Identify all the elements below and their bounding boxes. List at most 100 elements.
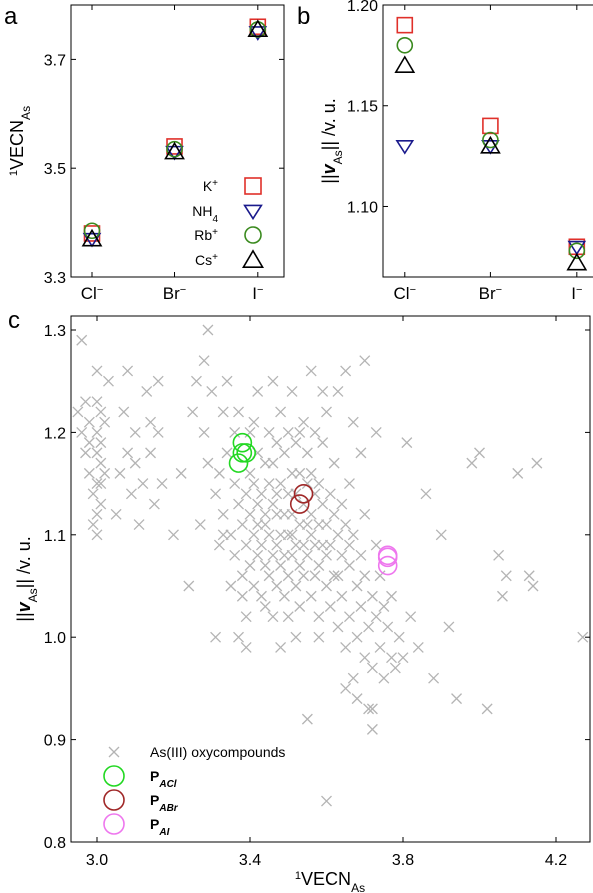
grey-point-marker [366, 590, 378, 602]
grey-point-marker [351, 580, 363, 592]
y-tick-label: 0.8 [44, 835, 66, 852]
marker-k [482, 117, 499, 135]
grey-point-marker [76, 334, 88, 346]
legend-label: PACl [150, 768, 177, 790]
grey-point-marker [321, 549, 332, 561]
grey-point-marker [217, 529, 229, 541]
panel-b-letter: b [297, 3, 310, 30]
y-tick-label: 3.3 [44, 270, 66, 287]
grey-point-marker [278, 508, 290, 520]
marker-rb [482, 131, 499, 149]
grey-point-marker [328, 508, 340, 520]
grey-point-marker [76, 426, 88, 438]
grey-point-marker [493, 549, 505, 561]
grey-point-marker [91, 478, 103, 490]
grey-point-marker [347, 672, 359, 684]
marker-cs [394, 55, 416, 73]
marker-k [396, 16, 414, 34]
marker-cs [566, 252, 588, 271]
grey-point-marker [210, 488, 222, 500]
legend-marker-nh4 [243, 204, 263, 221]
grey-point-marker [451, 693, 463, 705]
grey-point-marker [286, 508, 298, 520]
x-category-label: Br− [163, 284, 186, 303]
marker-nh4 [395, 139, 415, 155]
grey-point-marker [340, 682, 352, 694]
y-tick-label: 1.3 [44, 323, 66, 340]
grey-point-marker [317, 437, 329, 449]
grey-point-marker [275, 406, 287, 418]
grey-point-marker [202, 324, 214, 336]
grey-point-marker [91, 529, 103, 541]
x-category-label: I− [252, 284, 263, 303]
grey-point-marker [370, 426, 382, 438]
grey-point-marker [386, 590, 397, 602]
x-tick-label: 3.8 [392, 852, 414, 869]
grey-point-marker [313, 611, 325, 623]
grey-point-marker [336, 498, 348, 510]
point-pacl [228, 453, 249, 473]
grey-point-marker [256, 590, 267, 602]
grey-point-marker [332, 621, 344, 633]
grey-point-marker [355, 601, 367, 612]
grey-point-marker [183, 580, 195, 592]
grey-point-marker [474, 447, 485, 459]
grey-point-marker [217, 406, 229, 418]
grey-point-marker [386, 652, 397, 664]
grey-point-marker [240, 488, 252, 500]
grey-point-marker [95, 437, 107, 449]
grey-point-marker [359, 355, 371, 367]
y-tick-label: 1.0 [44, 630, 66, 647]
legend-label: PAI [150, 816, 170, 838]
grey-point-marker [263, 570, 275, 582]
legend-marker-pai [103, 813, 125, 835]
grey-point-marker [221, 447, 233, 459]
grey-point-marker [397, 652, 409, 664]
point-pacl [236, 443, 256, 463]
panel-c-chart: 0.8 0.9 1.0 1.1 1.2 1.3 3.0 3.4 3.8 4.2 1VECNAs ||v… [14, 315, 591, 893]
grey-point-marker [321, 519, 332, 531]
grey-point-marker [271, 539, 283, 551]
grey-point-marker [305, 590, 317, 602]
grey-point-marker [217, 508, 229, 520]
grey-point-marker [236, 570, 248, 582]
grey-point-marker [248, 478, 260, 490]
grey-point-marker [305, 529, 317, 541]
grey-point-marker [80, 447, 91, 459]
point-pabr [293, 484, 314, 504]
grey-point-marker [412, 641, 424, 653]
grey-point-marker [301, 713, 313, 725]
grey-point-marker [263, 478, 275, 490]
grey-point-marker [321, 795, 332, 807]
point-pacl [232, 443, 253, 463]
grey-point-marker [99, 467, 111, 479]
grey-point-marker [244, 426, 256, 438]
grey-point-marker [466, 457, 478, 469]
grey-point-marker [531, 457, 543, 469]
grey-point-marker [152, 375, 164, 387]
grey-point-marker [141, 385, 153, 397]
y-tick-label: 3.7 [44, 52, 66, 69]
grey-point-marker [286, 385, 298, 397]
panel-b-chart: 1.10 1.15 1.20 Cl− Br− I− ||vAs|| /v. u. [319, 0, 593, 303]
grey-point-marker [267, 549, 279, 561]
grey-point-marker [359, 652, 371, 664]
marker-rb [166, 140, 183, 158]
grey-point-marker [523, 570, 535, 582]
grey-point-marker [271, 580, 283, 592]
grey-point-marker [378, 672, 390, 684]
x-axis-label: 1VECNAs [295, 869, 365, 893]
grey-point-marker [393, 631, 405, 643]
grey-point-marker [236, 590, 248, 602]
grey-point-marker [294, 467, 306, 479]
plot-frame [70, 4, 285, 278]
grey-point-marker [244, 467, 256, 479]
grey-point-marker [206, 385, 218, 397]
grey-point-marker [378, 601, 390, 612]
grey-point-marker [309, 570, 321, 582]
grey-point-marker [259, 457, 271, 469]
grey-point-marker [282, 488, 294, 500]
x-category-label: Br− [479, 284, 502, 303]
grey-point-marker [229, 426, 241, 438]
grey-point-marker [202, 457, 214, 469]
